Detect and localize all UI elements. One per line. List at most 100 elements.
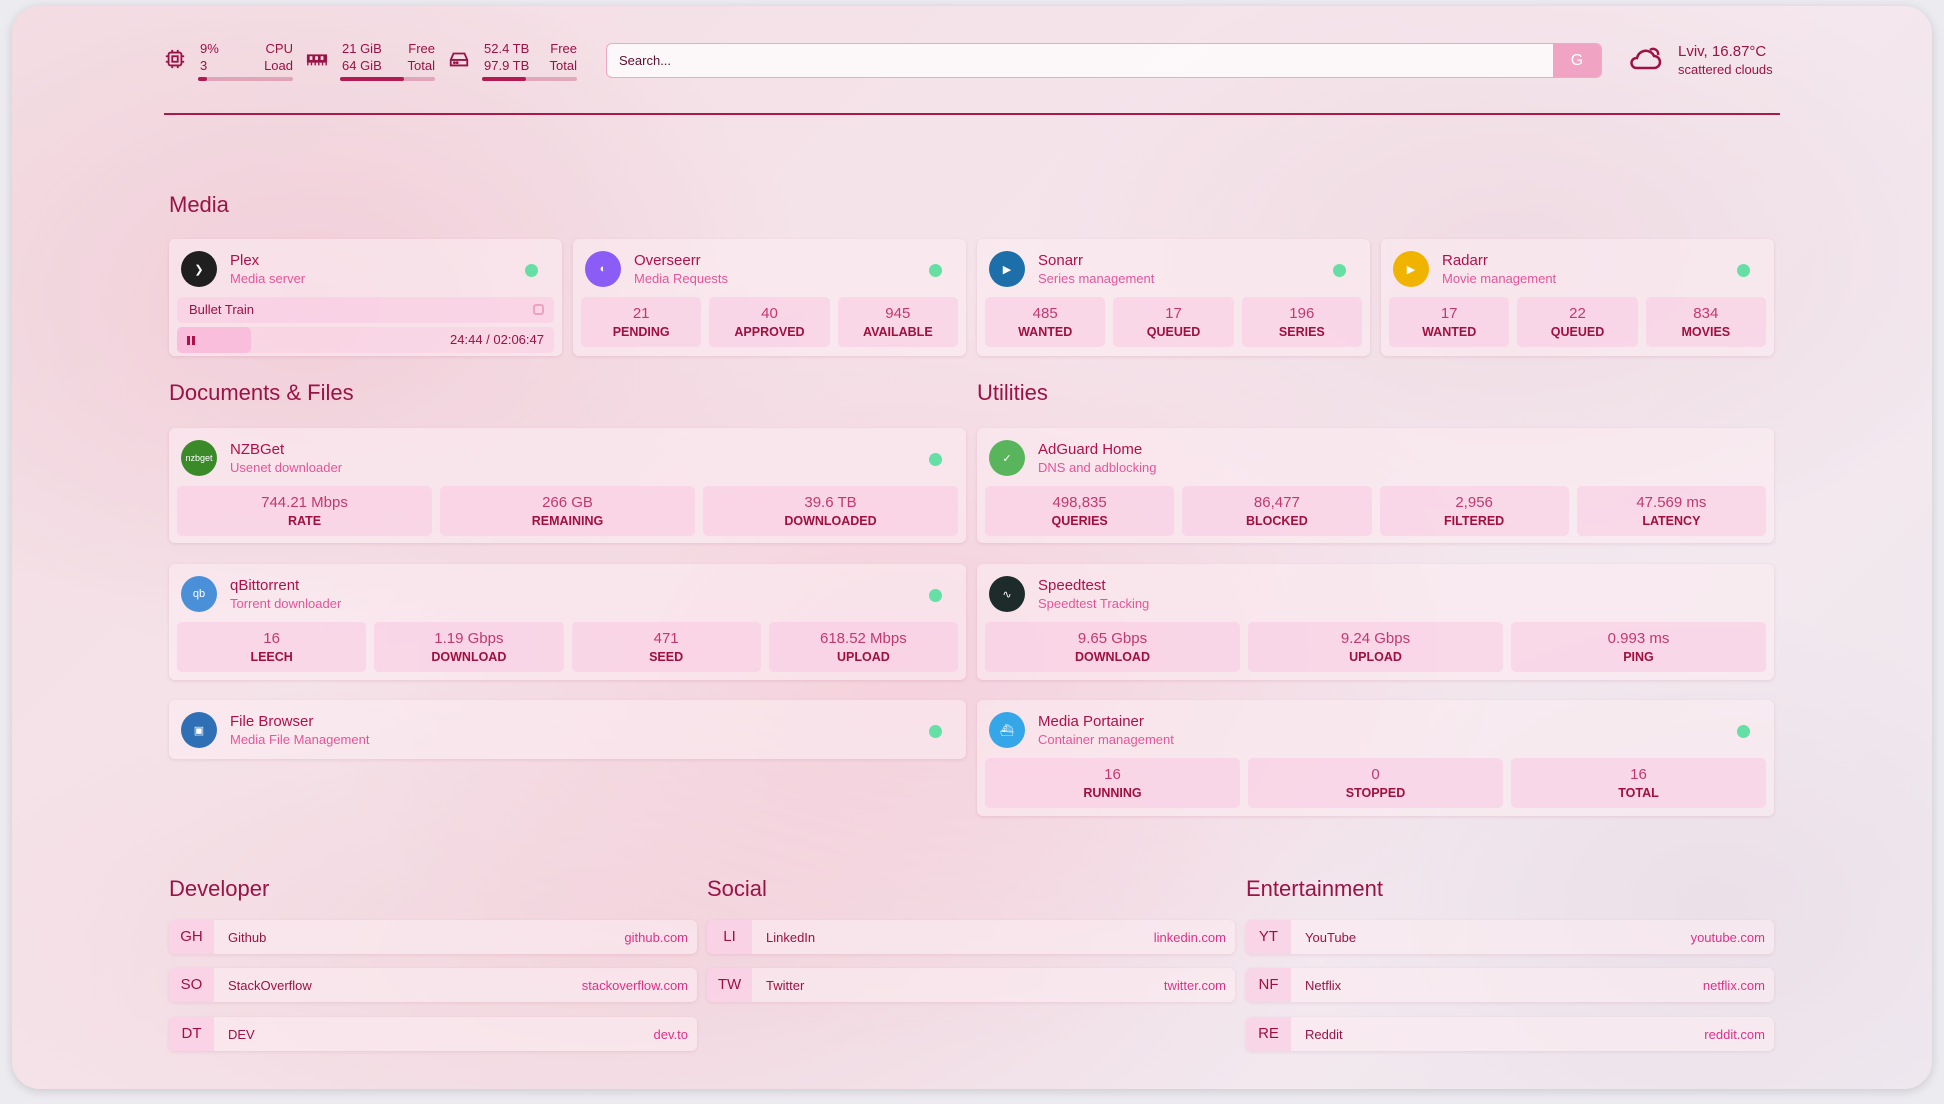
- header-divider: [164, 113, 1780, 115]
- bookmark-reddit[interactable]: RE Reddit reddit.com: [1246, 1017, 1774, 1051]
- card-title: Radarr Movie management: [1442, 251, 1556, 288]
- service-card-speedtest[interactable]: ∿ Speedtest Speedtest Tracking 9.65 Gbps DOW…: [977, 564, 1774, 680]
- playback-progress[interactable]: 24:44 / 02:06:47: [177, 327, 554, 353]
- stat-value: 40: [761, 305, 778, 322]
- bookmark-url: reddit.com: [1704, 1026, 1765, 1042]
- stat-value: 2,956: [1455, 494, 1493, 511]
- sonarr-icon: ▶: [989, 251, 1025, 287]
- service-card-adguard-home[interactable]: ✓ AdGuard Home DNS and adblocking 498,835 QU…: [977, 428, 1774, 543]
- service-card-file-browser[interactable]: ▣ File Browser Media File Management: [169, 700, 966, 759]
- stat-block: 16 RUNNING: [985, 758, 1240, 808]
- bookmark-name: Twitter: [766, 977, 805, 993]
- hard-drive-icon: [449, 52, 469, 67]
- stat-label: RUNNING: [1083, 786, 1142, 800]
- stat-label: FILTERED: [1444, 514, 1505, 528]
- bookmark-netflix[interactable]: NF Netflix netflix.com: [1246, 968, 1774, 1002]
- load-label: Load: [264, 58, 293, 73]
- card-header: ▣ File Browser Media File Management: [177, 710, 958, 750]
- card-title: Speedtest Speedtest Tracking: [1038, 576, 1149, 613]
- service-card-overseerr[interactable]: ◐ Overseerr Media Requests 21 PENDING 40 APPRO…: [573, 239, 966, 356]
- stat-value: 1.19 Gbps: [434, 630, 504, 647]
- memory-total: 64 GiB: [342, 58, 382, 73]
- stat-block: 485 WANTED: [985, 297, 1106, 347]
- stat-value: 47.569 ms: [1636, 494, 1707, 511]
- cpu-bar: [198, 77, 293, 81]
- stat-block: 1.19 Gbps DOWNLOAD: [374, 622, 564, 672]
- bookmark-stackoverflow[interactable]: SO StackOverflow stackoverflow.com: [169, 968, 697, 1002]
- stat-value: 834: [1693, 305, 1719, 322]
- section-social: Social: [707, 876, 767, 901]
- stat-block: 0 STOPPED: [1248, 758, 1503, 808]
- cpu-load: 3: [200, 58, 208, 73]
- stat-label: SEED: [649, 650, 684, 664]
- card-header: ▶ Radarr Movie management: [1389, 249, 1766, 289]
- search-input[interactable]: [607, 44, 1547, 77]
- weather-widget[interactable]: Lviv, 16.87°C scattered clouds: [1628, 42, 1773, 77]
- stat-value: 618.52 Mbps: [820, 630, 907, 647]
- stat-block: 945 AVAILABLE: [837, 297, 958, 347]
- bookmark-linkedin[interactable]: LI LinkedIn linkedin.com: [707, 920, 1235, 954]
- card-header: ◐ Overseerr Media Requests: [581, 249, 958, 289]
- service-card-media-portainer[interactable]: ⛴ Media Portainer Container management 16 RU…: [977, 700, 1774, 816]
- stat-block: 39.6 TB DOWNLOADED: [703, 486, 958, 536]
- bookmark-abbreviation: LI: [707, 920, 752, 954]
- bookmark-name: Reddit: [1305, 1026, 1343, 1042]
- bookmark-name: StackOverflow: [228, 977, 312, 993]
- bookmark-name: YouTube: [1305, 929, 1357, 945]
- stat-value: 86,477: [1253, 494, 1300, 511]
- stat-value: 471: [653, 630, 679, 647]
- stat-label: APPROVED: [734, 325, 805, 339]
- card-header: ❯ Plex Media server: [177, 249, 554, 289]
- stats-row: 744.21 Mbps RATE 266 GB REMAINING 39.6 TB DOW…: [177, 486, 958, 536]
- cpu-icon: [165, 49, 185, 69]
- service-card-plex[interactable]: ❯ Plex Media server Bullet Train 24:44 / 02:…: [169, 239, 562, 356]
- stat-value: 22: [1569, 305, 1586, 322]
- media-title: Bullet Train: [189, 302, 255, 317]
- bookmark-twitter[interactable]: TW Twitter twitter.com: [707, 968, 1235, 1002]
- bookmark-github[interactable]: GH Github github.com: [169, 920, 697, 954]
- card-title: File Browser Media File Management: [230, 712, 369, 749]
- card-title: Media Portainer Container management: [1038, 712, 1174, 749]
- stat-label: QUEUED: [1550, 325, 1605, 339]
- stat-block: 196 SERIES: [1241, 297, 1362, 347]
- stat-value: 196: [1289, 305, 1315, 322]
- service-name[interactable]: qBittorrent: [230, 576, 300, 594]
- stat-value: 266 GB: [542, 494, 593, 511]
- service-name[interactable]: Media Portainer: [1038, 712, 1144, 730]
- stat-label: SERIES: [1278, 325, 1325, 339]
- service-description: Usenet downloader: [230, 459, 343, 475]
- bookmark-youtube[interactable]: YT YouTube youtube.com: [1246, 920, 1774, 954]
- disk-widget: 52.4 TB 97.9 TB Free Total: [448, 40, 577, 81]
- status-dot: [929, 264, 942, 277]
- service-name[interactable]: Radarr: [1442, 251, 1488, 269]
- stat-block: 2,956 FILTERED: [1379, 486, 1569, 536]
- pause-icon[interactable]: [187, 336, 195, 345]
- card-header: ✓ AdGuard Home DNS and adblocking: [985, 438, 1766, 478]
- status-dot: [1737, 264, 1750, 277]
- service-name[interactable]: AdGuard Home: [1038, 440, 1143, 458]
- bookmark-url: netflix.com: [1702, 977, 1765, 993]
- stat-label: DOWNLOAD: [1075, 650, 1150, 664]
- bookmark-dev[interactable]: DT DEV dev.to: [169, 1017, 697, 1051]
- service-name[interactable]: Overseerr: [634, 251, 701, 269]
- search-engine-button[interactable]: G: [1553, 44, 1601, 77]
- stat-value: 17: [1165, 305, 1182, 322]
- service-card-nzbget[interactable]: nzbget NZBGet Usenet downloader 744.21 Mbps…: [169, 428, 966, 543]
- service-description: Media File Management: [230, 731, 370, 747]
- stat-value: 9.65 Gbps: [1077, 630, 1148, 647]
- service-name[interactable]: NZBGet: [230, 440, 285, 458]
- section-utilities: Utilities: [977, 380, 1048, 405]
- service-name[interactable]: Plex: [230, 251, 260, 269]
- service-card-sonarr[interactable]: ▶ Sonarr Series management 485 WANTED 17 QUEUE…: [977, 239, 1370, 356]
- service-name[interactable]: Sonarr: [1038, 251, 1084, 269]
- service-name[interactable]: Speedtest: [1038, 576, 1106, 594]
- service-name[interactable]: File Browser: [230, 712, 314, 730]
- stat-label: PING: [1623, 650, 1654, 664]
- stat-block: 17 WANTED: [1389, 297, 1510, 347]
- stat-block: 9.24 Gbps UPLOAD: [1248, 622, 1503, 672]
- stat-label: QUEUED: [1146, 325, 1201, 339]
- stat-block: 17 QUEUED: [1113, 297, 1234, 347]
- service-card-radarr[interactable]: ▶ Radarr Movie management 17 WANTED 22 QUEUED 8…: [1381, 239, 1774, 356]
- service-card-qbittorrent[interactable]: qb qBittorrent Torrent downloader 16 LEECH 1.…: [169, 564, 966, 680]
- section-documents: Documents & Files: [169, 380, 354, 405]
